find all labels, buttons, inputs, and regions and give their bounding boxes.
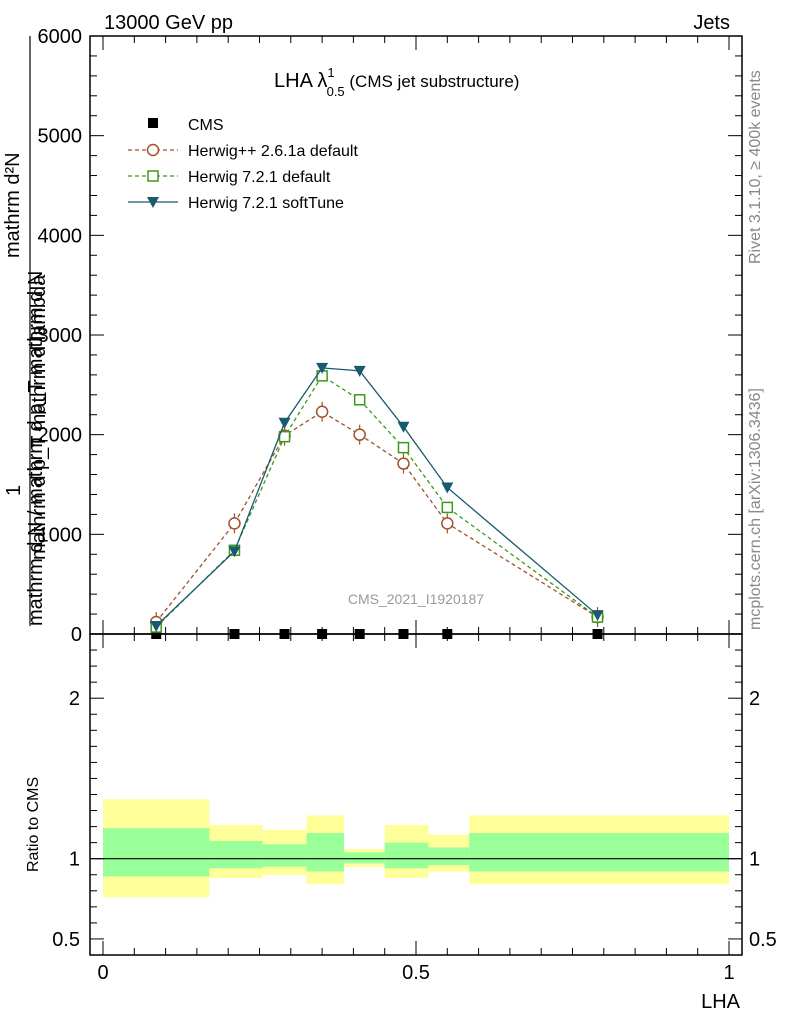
- header-left: 13000 GeV pp: [104, 12, 233, 34]
- point-cms-6: [442, 629, 453, 639]
- legend-herwig-soft-marker: [147, 197, 159, 208]
- ratio-band-inner-1: [209, 841, 263, 869]
- y-label-numerator: 1: [3, 485, 25, 496]
- ratio-band-inner-3: [306, 833, 345, 872]
- analysis-watermark: CMS_2021_I1920187: [348, 591, 484, 607]
- point-herwig-soft-4: [353, 365, 366, 377]
- ratio-band-inner-2: [262, 844, 307, 867]
- series-line-herwigpp: [155, 410, 598, 623]
- point-herwig-soft-2: [278, 417, 291, 429]
- main-y-tick-label-3: 3000: [38, 325, 83, 347]
- title-main: LHA λ: [274, 70, 327, 92]
- y-label-denominator: mathrm d N / mathrm d p_T mathrm d N: [25, 271, 47, 626]
- point-cms-0: [151, 629, 162, 639]
- point-herwigpp-6: [441, 517, 454, 530]
- title-sup: 1: [327, 65, 334, 80]
- point-herwigpp-3: [315, 405, 329, 418]
- ratio-y-tick-label-0p5-right: 0.5: [749, 929, 777, 951]
- point-herwigpp-5: [397, 457, 410, 470]
- legend: CMS Herwig++ 2.6.1a default Herwig 7.2.1…: [128, 117, 358, 212]
- ratio-plot-frame: [89, 633, 743, 956]
- ratio-y-tick-label-2-right: 2: [749, 688, 760, 710]
- ratio-bands: [90, 799, 742, 898]
- ratio-y-tick-label-1-left: 1: [69, 849, 80, 871]
- main-y-tick-label-6: 6000: [38, 26, 83, 48]
- ratio-band-inner-6: [428, 847, 470, 866]
- x-tick-label-0p5: 0.5: [402, 962, 430, 984]
- ratio-y-tick-label-2-left: 2: [69, 688, 80, 710]
- x-tick-labels: 0 0.5 1: [97, 962, 734, 984]
- ratio-band-inner-7: [469, 833, 729, 872]
- point-herwigpp-1: [228, 517, 241, 530]
- main-y-tick-label-1: 1000: [38, 524, 83, 546]
- ratio-band-inner-4: [344, 852, 385, 864]
- point-herwig-soft-3: [316, 362, 329, 374]
- mcplots-credit-text: mcplots.cern.ch [arXiv:1306.3436]: [747, 388, 764, 630]
- legend-herwigpp-label: Herwig++ 2.6.1a default: [188, 143, 358, 160]
- x-tick-label-0: 0: [97, 962, 108, 984]
- point-herwig-soft-7: [591, 610, 604, 622]
- ratio-band-inner-5: [384, 842, 429, 869]
- chart-title: LHA λ1 0.5 (CMS jet substructure): [274, 65, 519, 99]
- ratio-y-tick-labels: 0.5 1 2 0.5 1 2: [52, 688, 777, 951]
- point-cms-3: [317, 629, 328, 639]
- legend-herwig-default-marker: [147, 170, 159, 182]
- point-herwig-default-4: [353, 394, 366, 406]
- x-tick-label-1: 1: [723, 962, 734, 984]
- title-suffix: (CMS jet substructure): [345, 72, 520, 91]
- header-right: Jets: [693, 12, 730, 34]
- rivet-version-text: Rivet 3.1.10, ≥ 400k events: [747, 70, 764, 264]
- series-line-herwig-default: [155, 374, 598, 628]
- main-series: [149, 362, 604, 639]
- point-herwig-soft-6: [441, 482, 454, 494]
- axis-ticks: [90, 35, 742, 955]
- y-label-bottom-left: mathrm d p_T mathrm d lambda: [28, 274, 50, 560]
- point-herwigpp-4: [353, 428, 366, 441]
- main-y-tick-labels: 0 1000 2000 3000 4000 5000 6000: [38, 26, 83, 646]
- legend-herwigpp-marker: [146, 143, 160, 157]
- point-herwig-default-6: [441, 501, 454, 514]
- point-herwig-soft-1: [228, 546, 241, 558]
- main-y-axis-label: mathrm d²N mathrm d p_T mathrm d lambda …: [2, 36, 50, 626]
- legend-cms-marker: [148, 118, 158, 128]
- legend-herwig-soft-label: Herwig 7.2.1 softTune: [188, 195, 344, 212]
- ratio-y-axis-label: Ratio to CMS: [25, 777, 42, 872]
- point-cms-2: [279, 629, 290, 639]
- point-cms-7: [592, 629, 603, 639]
- main-y-tick-label-5: 5000: [38, 126, 83, 148]
- ratio-y-tick-label-0p5-left: 0.5: [52, 929, 80, 951]
- ratio-y-tick-label-1-right: 1: [749, 849, 760, 871]
- y-label-top-left: mathrm d²N: [2, 152, 24, 258]
- main-y-tick-label-0: 0: [71, 624, 82, 646]
- x-axis-label: LHA: [701, 991, 741, 1013]
- legend-cms-label: CMS: [188, 117, 224, 134]
- main-y-tick-label-4: 4000: [38, 225, 83, 247]
- point-herwig-soft-0: [150, 621, 163, 633]
- point-herwig-soft-5: [397, 421, 410, 433]
- point-cms-4: [354, 629, 365, 639]
- point-cms-5: [398, 629, 409, 639]
- point-herwig-default-5: [397, 441, 410, 454]
- point-cms-1: [229, 629, 240, 639]
- main-y-tick-label-2: 2000: [38, 425, 83, 447]
- legend-herwig-default-label: Herwig 7.2.1 default: [188, 169, 331, 186]
- ratio-band-inner-0: [103, 828, 210, 877]
- series-line-herwig-soft: [155, 367, 598, 627]
- title-sub: 0.5: [327, 84, 345, 99]
